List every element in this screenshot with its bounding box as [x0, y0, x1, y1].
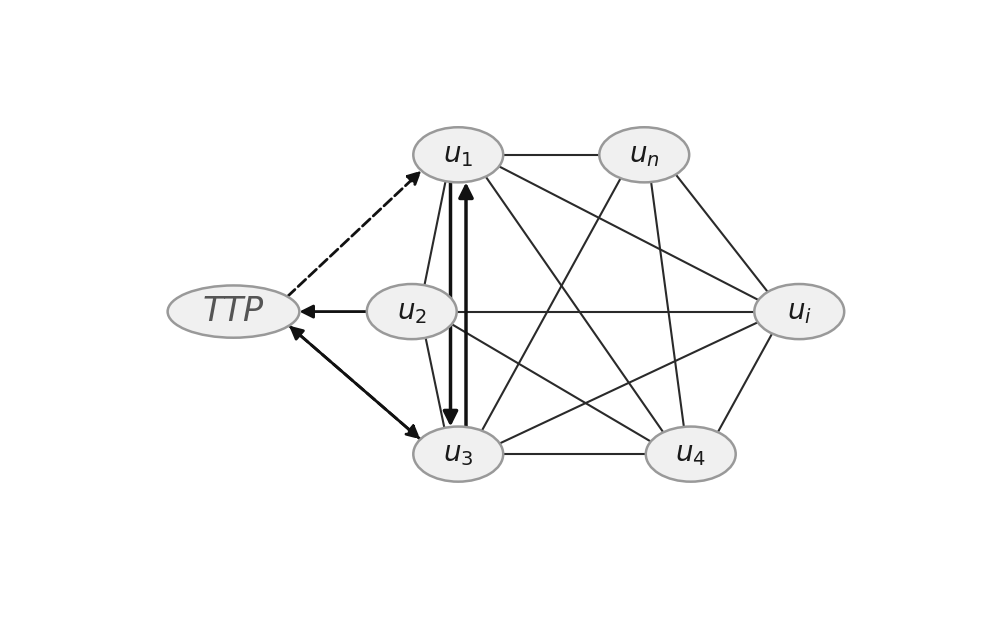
Text: $u_{i}$: $u_{i}$ [787, 297, 812, 326]
Text: $u_{4}$: $u_{4}$ [675, 440, 706, 468]
Text: $u_{1}$: $u_{1}$ [443, 141, 473, 169]
Text: $u_{2}$: $u_{2}$ [397, 297, 427, 326]
Ellipse shape [754, 284, 844, 339]
Text: $u_{3}$: $u_{3}$ [443, 440, 473, 468]
Ellipse shape [599, 127, 689, 183]
Ellipse shape [413, 426, 503, 482]
Ellipse shape [646, 426, 736, 482]
Ellipse shape [413, 127, 503, 183]
Ellipse shape [168, 286, 299, 337]
Text: $u_{n}$: $u_{n}$ [629, 141, 660, 169]
Text: $\it{TTP}$: $\it{TTP}$ [202, 295, 265, 328]
Ellipse shape [367, 284, 457, 339]
